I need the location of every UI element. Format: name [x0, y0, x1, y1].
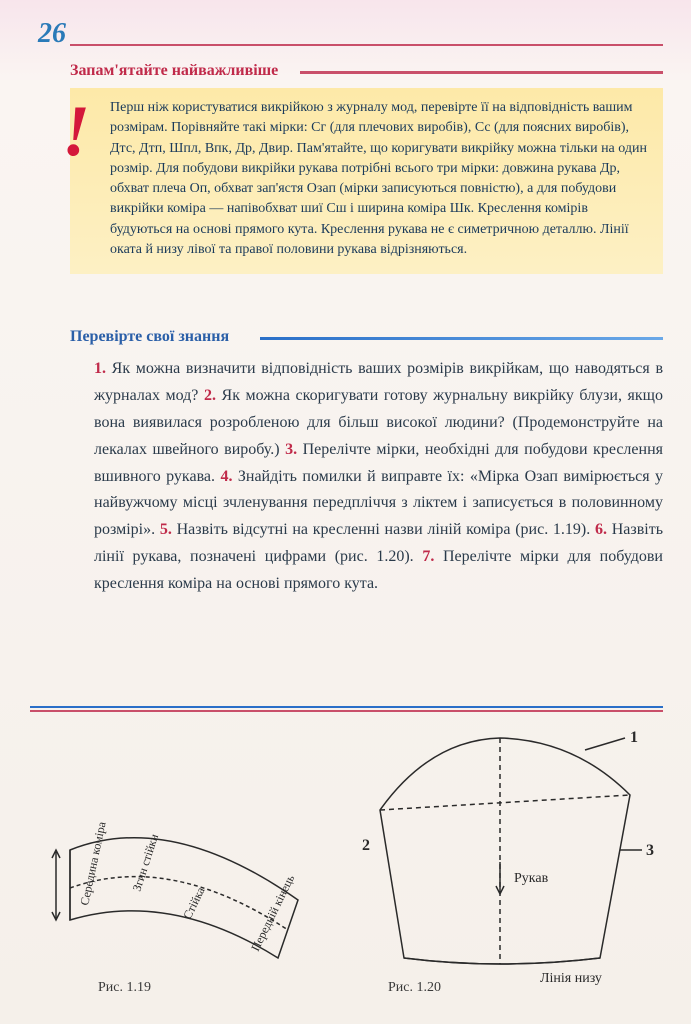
- q-num-5: 5.: [160, 521, 172, 538]
- q-num-4: 4.: [220, 468, 232, 485]
- questions-block: 1. Як можна визначити відповідність ваши…: [94, 356, 663, 598]
- fig-caption-1-20: Рис. 1.20: [388, 980, 441, 996]
- label-rukav: Рукав: [514, 871, 549, 886]
- fig-1-20-svg: 1 2 3 Рукав Лінія низу: [340, 720, 670, 990]
- label-n1: 1: [630, 729, 638, 746]
- bottom-rule-blue: [30, 706, 663, 708]
- page-number: 26: [38, 18, 66, 50]
- title-rule-check: [260, 337, 663, 340]
- q-num-7: 7.: [422, 548, 434, 565]
- label-stiyka: Стійка: [180, 884, 208, 921]
- remember-box: Перш ніж користуватися викрійкою з журна…: [70, 88, 663, 274]
- label-liniya-nyzu: Лінія низу: [540, 971, 602, 986]
- label-n2: 2: [362, 837, 370, 854]
- label-seredyna: Середина коміра: [77, 820, 109, 907]
- bottom-rule-red: [30, 710, 663, 712]
- exclaim-icon: !: [62, 95, 90, 167]
- section-title-remember: Запам'ятайте найважливіше: [70, 62, 278, 80]
- q-num-1: 1.: [94, 360, 106, 377]
- q-text-5: Назвіть відсутні на кресленні назви ліні…: [172, 521, 595, 538]
- q-num-6: 6.: [595, 521, 607, 538]
- q-num-3: 3.: [285, 441, 297, 458]
- diagram-area: Середина коміра Згин стійки Стійка Перед…: [30, 720, 663, 1004]
- top-divider: [70, 44, 663, 46]
- label-zgyn: Згин стійки: [130, 832, 162, 893]
- label-n3: 3: [646, 842, 654, 859]
- section-title-check: Перевірте свої знання: [70, 328, 229, 346]
- fig-caption-1-19: Рис. 1.19: [98, 980, 151, 996]
- q-num-2: 2.: [204, 387, 216, 404]
- fig-1-19-svg: Середина коміра Згин стійки Стійка Перед…: [30, 780, 330, 980]
- title-rule-remember: [300, 71, 663, 74]
